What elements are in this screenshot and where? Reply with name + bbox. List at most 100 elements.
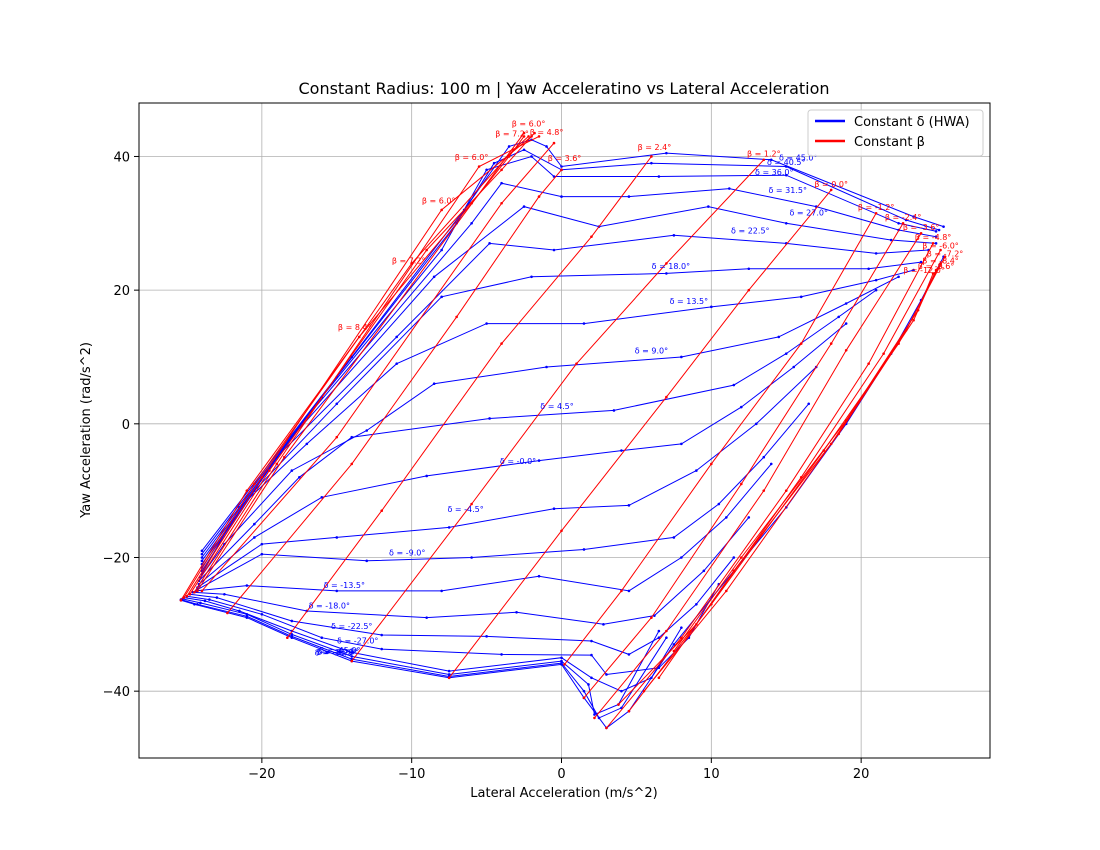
delta-point	[650, 161, 653, 165]
beta-point	[477, 165, 481, 168]
beta-point	[620, 589, 623, 593]
beta-point	[350, 659, 354, 663]
delta-point	[432, 382, 436, 386]
beta-point	[253, 482, 256, 486]
delta-point	[203, 599, 207, 603]
beta-point	[710, 462, 713, 466]
beta-point	[799, 342, 803, 345]
legend-box	[807, 109, 984, 157]
beta-point	[919, 232, 923, 235]
beta-curve-label: β = -8.4°	[922, 256, 959, 265]
delta-curve-label: δ = -22.5°	[331, 622, 372, 631]
delta-point	[545, 365, 548, 369]
beta-point	[867, 362, 870, 365]
beta-curve-4	[193, 135, 540, 593]
beta-point	[500, 168, 503, 172]
delta-point	[500, 181, 503, 185]
chart-title: Constant Radius: 100 m | Yaw Acceleratin…	[298, 79, 829, 98]
delta-point	[769, 462, 773, 466]
beta-point	[335, 435, 339, 439]
delta-point	[290, 619, 294, 623]
y-tick-label: 0	[122, 418, 130, 433]
delta-point	[507, 145, 511, 148]
delta-point	[537, 574, 541, 578]
delta-point	[200, 559, 204, 563]
beta-point	[188, 592, 192, 596]
delta-point	[582, 689, 586, 693]
beta-point	[784, 489, 788, 492]
beta-curve-15	[618, 249, 942, 705]
delta-point	[710, 305, 713, 309]
delta-curve-label: δ = -36.0°	[316, 648, 357, 657]
delta-point	[665, 272, 668, 275]
beta-point	[182, 596, 186, 599]
delta-point	[380, 647, 384, 651]
delta-point	[680, 355, 683, 359]
x-tick-label: −10	[398, 767, 425, 782]
delta-curve-label: δ = -0.0°	[500, 457, 536, 466]
delta-point	[657, 629, 661, 633]
delta-point	[582, 322, 586, 325]
delta-point	[253, 522, 256, 526]
beta-point	[350, 462, 354, 466]
delta-point	[627, 653, 631, 656]
delta-point	[837, 315, 840, 319]
delta-point	[290, 469, 294, 472]
delta-point	[440, 248, 443, 252]
delta-point	[425, 616, 428, 619]
x-tick-label: 10	[703, 767, 720, 782]
delta-point	[245, 584, 249, 587]
beta-point	[762, 489, 766, 492]
delta-point	[665, 636, 668, 639]
delta-point	[844, 322, 848, 325]
delta-point	[488, 242, 491, 245]
beta-point	[650, 155, 653, 158]
delta-point	[305, 442, 309, 446]
delta-point	[725, 516, 728, 519]
delta-point	[560, 656, 563, 660]
delta-point	[739, 405, 743, 409]
delta-curve-label: δ = -4.5°	[447, 505, 483, 514]
delta-curve-label: δ = -45.0°	[319, 646, 360, 655]
delta-point	[500, 653, 503, 656]
delta-point	[470, 556, 473, 559]
beta-point	[275, 462, 279, 466]
delta-point	[208, 598, 211, 601]
delta-point	[350, 651, 354, 654]
delta-point	[650, 676, 653, 680]
delta-point	[447, 669, 451, 673]
delta-point	[492, 161, 496, 165]
delta-point	[912, 268, 915, 272]
plot-frame	[138, 102, 991, 759]
beta-point	[844, 348, 848, 352]
beta-point	[440, 208, 443, 212]
beta-curve-label: β = 7.2°	[495, 129, 529, 138]
delta-point	[380, 633, 384, 637]
delta-curve-10	[198, 323, 847, 585]
beta-point	[575, 362, 578, 365]
delta-point	[934, 230, 938, 233]
beta-point	[747, 288, 751, 292]
delta-point	[552, 507, 556, 510]
x-tick-label: 0	[557, 767, 565, 782]
y-tick-label: −40	[103, 685, 130, 700]
beta-point	[560, 168, 563, 172]
delta-point	[395, 335, 398, 339]
delta-point	[395, 362, 398, 365]
delta-point	[605, 673, 608, 676]
beta-point	[912, 318, 915, 322]
delta-point	[937, 228, 941, 232]
delta-curve-4	[186, 583, 720, 676]
delta-point	[290, 633, 294, 636]
beta-point	[665, 629, 668, 633]
delta-point	[707, 205, 710, 208]
delta-point	[672, 643, 676, 646]
delta-curve-label: δ = 9.0°	[635, 347, 668, 356]
beta-curve-label: β = -1.2°	[858, 203, 895, 212]
delta-point	[253, 536, 256, 539]
beta-point	[829, 342, 833, 345]
beta-curve-label: β = 1.2°	[747, 149, 781, 158]
delta-point	[447, 673, 451, 676]
delta-point	[215, 596, 219, 599]
delta-point	[627, 504, 631, 507]
